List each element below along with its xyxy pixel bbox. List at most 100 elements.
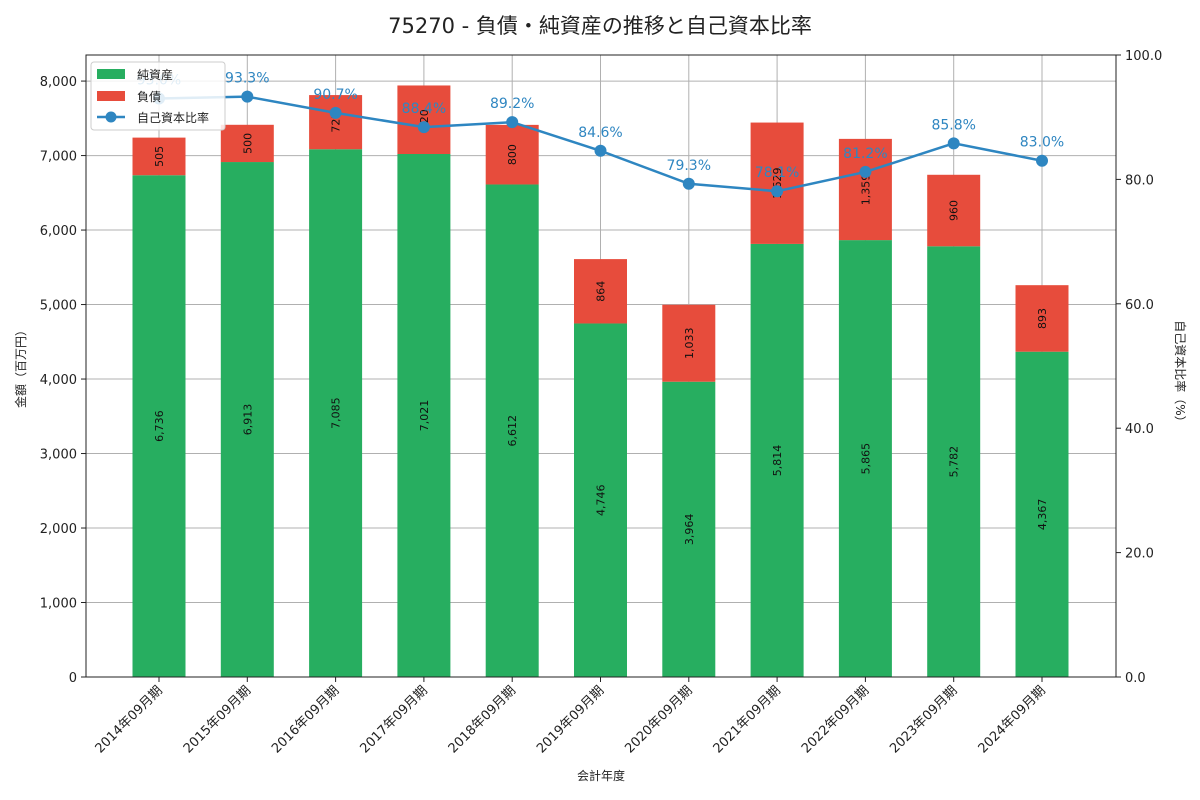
x-tick-label: 2014年09月期: [93, 683, 166, 756]
y2-tick-label: 80.0: [1125, 173, 1154, 188]
x-tick-label: 2015年09月期: [181, 683, 254, 756]
equity-ratio-label: 84.6%: [578, 125, 622, 141]
y-tick-label: 6,000: [40, 224, 77, 239]
legend: 純資産 負債 自己資本比率: [90, 61, 226, 131]
bar-label-liabilities: 1,033: [683, 327, 696, 359]
y2-tick-label: 60.0: [1125, 298, 1154, 313]
bar-label-liabilities: 500: [241, 133, 254, 154]
equity-ratio-label: 85.8%: [931, 117, 975, 133]
x-axis-label: 会計年度: [577, 768, 625, 783]
bar-liabilities: [750, 122, 804, 244]
bar-liabilities: [1015, 285, 1069, 352]
y2-tick-label: 40.0: [1125, 422, 1154, 437]
bar-label-net-assets: 5,782: [948, 446, 961, 478]
bar-label-net-assets: 6,612: [506, 415, 519, 447]
bar-label-net-assets: 4,367: [1036, 499, 1049, 531]
bar-net-assets: [220, 162, 274, 678]
x-tick-label: 2024年09月期: [976, 683, 1049, 756]
y-tick-label: 4,000: [40, 373, 77, 388]
equity-ratio-label: 89.2%: [490, 96, 534, 112]
equity-ratio-point: [329, 106, 342, 119]
x-tick-label: 2016年09月期: [269, 683, 342, 756]
equity-ratio-label: 79.3%: [667, 158, 711, 174]
bar-liabilities: [397, 85, 451, 154]
equity-ratio-point: [859, 165, 872, 178]
legend-label-equity-ratio: 自己資本比率: [137, 110, 209, 125]
y2-tick-label: 0.0: [1125, 671, 1146, 686]
equity-ratio-point: [947, 137, 960, 150]
equity-ratio-point: [1036, 154, 1048, 167]
legend-label-net-assets: 純資産: [137, 67, 173, 82]
bar-label-net-assets: 7,085: [330, 397, 343, 429]
equity-ratio-point: [594, 144, 607, 157]
bar-net-assets: [485, 184, 539, 677]
bar-liabilities: [309, 95, 363, 150]
equity-ratio-label: 81.2%: [843, 146, 887, 162]
legend-label-liabilities: 負債: [137, 89, 161, 104]
bar-label-net-assets: 6,913: [241, 404, 254, 436]
bar-liabilities: [838, 138, 892, 241]
x-tick-label: 2022年09月期: [799, 683, 872, 756]
equity-ratio-point: [417, 121, 430, 134]
bar-layer: 6,7365056,9135007,0857277,0219206,612800…: [132, 85, 1069, 678]
bar-label-liabilities: 505: [153, 146, 166, 167]
y2-axis-label: 自己資本比率（%）: [1173, 320, 1188, 427]
bar-net-assets: [750, 243, 804, 677]
x-tick-label: 2020年09月期: [622, 683, 695, 756]
equity-ratio-point: [506, 116, 519, 129]
bar-label-liabilities: 864: [595, 281, 608, 302]
legend-swatch-net-assets: [97, 69, 125, 79]
bar-liabilities: [485, 124, 539, 185]
bar-label-net-assets: 6,736: [153, 410, 166, 442]
y-tick-label: 2,000: [40, 522, 77, 537]
equity-ratio-point: [771, 185, 784, 198]
bar-net-assets: [662, 381, 716, 677]
y-tick-label: 0: [69, 671, 77, 686]
y-tick-label: 5,000: [40, 299, 77, 314]
bar-liabilities: [132, 137, 186, 176]
y-tick-label: 8,000: [40, 75, 77, 90]
bar-net-assets: [132, 175, 186, 677]
equity-ratio-label: 90.7%: [313, 87, 357, 103]
bar-net-assets: [1015, 351, 1069, 677]
legend-swatch-liabilities: [97, 91, 125, 101]
y-tick-label: 7,000: [40, 150, 77, 165]
bar-net-assets: [838, 240, 892, 678]
bar-label-net-assets: 3,964: [683, 514, 696, 546]
legend-marker-equity-ratio: [105, 111, 117, 123]
bar-label-net-assets: 4,746: [595, 484, 608, 515]
y-tick-label: 1,000: [40, 597, 77, 612]
equity-ratio-point: [682, 177, 695, 190]
x-tick-label: 2018年09月期: [446, 683, 519, 756]
y2-tick-label: 100.0: [1125, 49, 1162, 64]
y2-tick-label: 20.0: [1125, 547, 1154, 562]
equity-ratio-label: 88.4%: [402, 101, 446, 117]
bar-label-liabilities: 1,359: [859, 174, 872, 206]
equity-ratio-label: 83.0%: [1020, 135, 1064, 151]
x-tick-label: 2021年09月期: [711, 683, 784, 756]
bar-net-assets: [927, 246, 981, 677]
bar-liabilities: [220, 124, 274, 163]
bar-label-liabilities: 960: [948, 200, 961, 221]
x-tick-label: 2023年09月期: [887, 683, 960, 756]
bar-liabilities: [662, 304, 716, 382]
equity-ratio-label: 78.1%: [755, 165, 799, 181]
bar-label-net-assets: 5,814: [771, 445, 784, 477]
bar-net-assets: [574, 323, 627, 677]
bar-label-liabilities: 800: [506, 144, 519, 165]
line-layer: 93.0%93.3%90.7%88.4%89.2%84.6%79.3%78.1%…: [137, 71, 1064, 198]
bar-label-liabilities: 893: [1036, 308, 1049, 329]
x-tick-label: 2017年09月期: [357, 683, 430, 756]
bar-label-net-assets: 7,021: [418, 400, 431, 432]
x-tick-label: 2019年09月期: [534, 683, 607, 756]
bar-liabilities: [927, 174, 981, 247]
chart-title: 75270 - 負債・純資産の推移と自己資本比率: [388, 14, 812, 38]
bar-net-assets: [397, 153, 451, 678]
y-tick-label: 3,000: [40, 448, 77, 463]
y-axis-label: 金額（百万円）: [13, 324, 28, 408]
bar-liabilities: [574, 259, 627, 324]
bar-net-assets: [309, 149, 363, 677]
bar-label-net-assets: 5,865: [859, 443, 872, 475]
equity-ratio-label: 93.3%: [225, 71, 269, 87]
